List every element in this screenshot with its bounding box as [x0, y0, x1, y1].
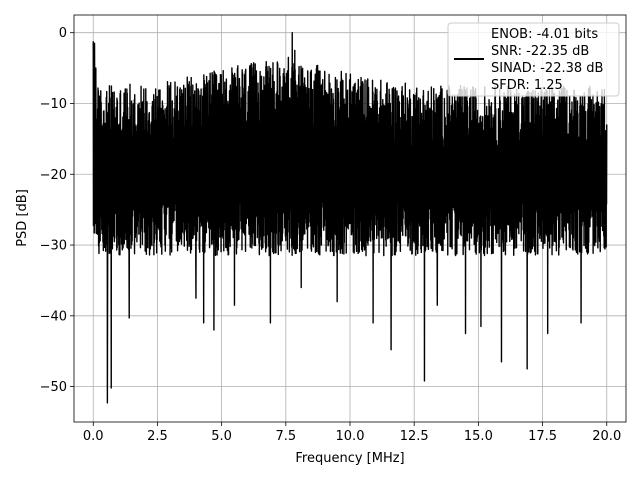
y-tick-label: −30 [40, 239, 67, 254]
x-axis-label: Frequency [MHz] [295, 451, 404, 466]
y-tick-label: −10 [40, 97, 67, 112]
psd-series-line [92, 32, 608, 404]
ticks-layer: 0.0 2.5 5.0 7.5 10.0 12.5 15.0 17.5 20.0 0 −10 −20 −… [40, 26, 622, 444]
x-tick-label: 10.0 [336, 429, 365, 444]
x-tick-label: 0.0 [83, 429, 104, 444]
legend-snr: SNR: -22.35 dB [491, 44, 589, 59]
legend-sfdr: SFDR: 1.25 [491, 78, 563, 93]
legend-box [447, 22, 620, 97]
y-axis-label: PSD [dB] [15, 189, 30, 247]
legend-sinad: SINAD: -22.38 dB [491, 61, 603, 76]
x-tick-label: 20.0 [592, 429, 621, 444]
y-tick-label: −20 [40, 168, 67, 183]
series-layer [92, 32, 608, 404]
x-tick-label: 17.5 [528, 429, 557, 444]
x-tick-label: 15.0 [464, 429, 493, 444]
x-tick-label: 5.0 [211, 429, 232, 444]
y-tick-label: −50 [40, 380, 67, 395]
y-tick-label: 0 [59, 26, 67, 41]
legend: ENOB: -4.01 bits SNR: -22.35 dB SINAD: -… [447, 22, 620, 97]
x-tick-label: 12.5 [400, 429, 429, 444]
y-tick-label: −40 [40, 309, 67, 324]
x-tick-label: 2.5 [147, 429, 168, 444]
legend-enob: ENOB: -4.01 bits [491, 27, 598, 42]
x-tick-label: 7.5 [275, 429, 296, 444]
